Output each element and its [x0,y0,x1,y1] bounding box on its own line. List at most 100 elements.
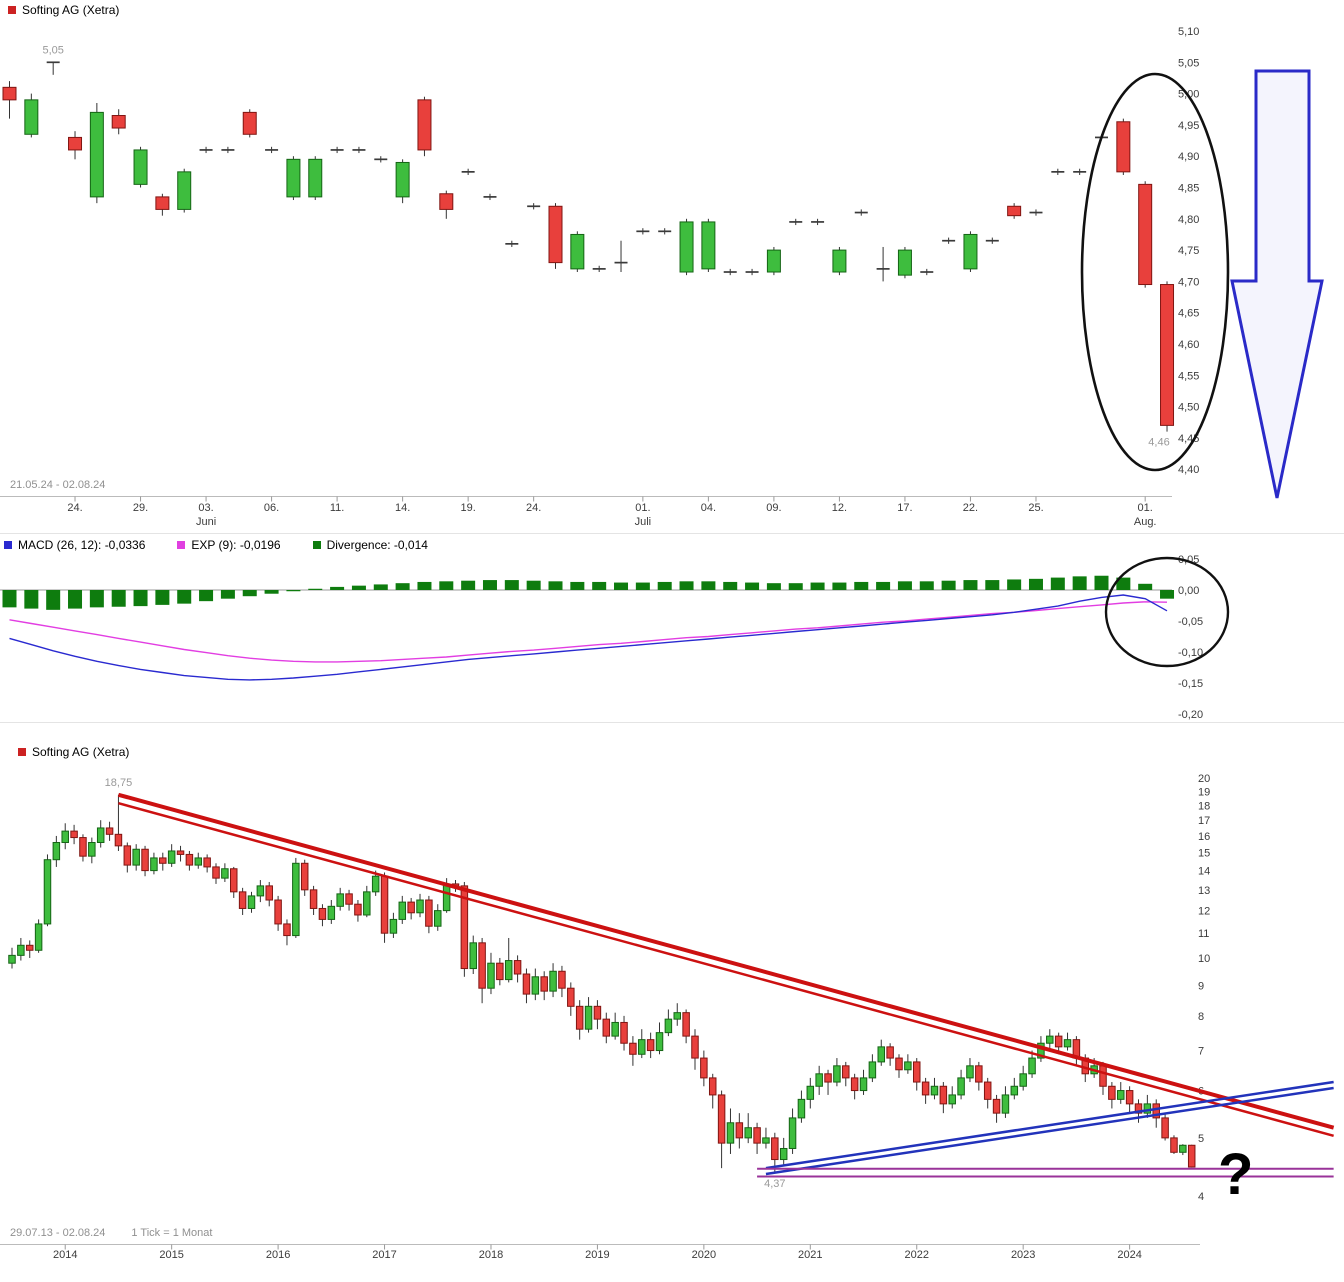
price-annotation: 18,75 [105,777,133,789]
price-axis-label: 4 [1198,1191,1204,1203]
candle-up [221,868,229,879]
candle-up [788,1117,797,1149]
price-axis-label: 11 [1198,928,1209,940]
year-axis-label: 2020 [692,1249,716,1261]
candle-down [114,833,123,847]
candle-down [735,1122,744,1139]
daily-chart: 5,105,055,004,954,904,854,804,754,704,65… [0,26,1324,528]
candle-up [336,893,344,907]
year-axis-label: 2022 [904,1249,928,1261]
year-axis-label: 2014 [53,1249,77,1261]
candle-down [575,1005,584,1030]
candle-up [877,1046,886,1063]
candle-down [1187,1144,1196,1168]
candle-up [762,1137,770,1144]
candle-up [395,161,410,198]
candle-up [89,111,104,198]
candle-down [921,1081,930,1096]
candle-down [141,848,149,872]
candle-down [230,868,238,893]
date-axis-label: 11. [330,502,344,514]
exp-legend-item: EXP (9): -0,0196 [177,538,281,552]
exp-legend-label: EXP (9): -0,0196 [191,538,281,552]
date-axis-label: 09. [766,502,781,514]
divergence-bar [439,581,454,590]
month-axis-label: Juni [196,516,216,528]
candle-down [111,115,126,129]
year-axis-label: 2015 [159,1249,183,1261]
candle-up [24,99,39,135]
price-axis-label: 4,70 [1178,276,1199,288]
price-axis-label: 4,95 [1178,120,1199,132]
candle-down [975,1065,983,1083]
candle-up [416,899,424,914]
candle-up [247,895,256,909]
candle-up [584,1005,593,1030]
date-axis-label: 06. [264,502,279,514]
candle-down [1116,121,1131,173]
candle-up [726,1122,735,1144]
divergence-bar [46,590,61,610]
candle-down [300,862,309,891]
divergence-bar [810,582,825,590]
candle-up [701,221,716,270]
macd-axis-label: -0,20 [1178,709,1203,721]
candle-up [570,233,585,270]
candle-down [417,99,432,151]
macd-color-icon [4,541,12,549]
price-axis-label: 13 [1198,885,1210,897]
candle-up [398,901,407,920]
candle-up [487,962,495,989]
macd-legend-item: MACD (26, 12): -0,0336 [4,538,145,552]
year-axis-label: 2018 [479,1249,503,1261]
price-axis-label: 4,50 [1178,402,1199,414]
candle-up [957,1077,965,1096]
candle-up [797,1098,806,1119]
candle-up [1019,1073,1027,1087]
candle-down [1134,1103,1143,1114]
divergence-bar [788,583,803,590]
date-axis-label: 29. [133,502,148,514]
candle-down [212,866,220,879]
price-axis-label: 5,10 [1178,26,1199,38]
candle-up [611,1021,619,1037]
candle-down [70,830,78,839]
candle-up [1028,1057,1036,1075]
candle-up [132,848,140,866]
divergence-bar [592,581,607,590]
candle-down [496,962,504,981]
divergence-bar [701,581,716,590]
candle-down [1007,205,1022,217]
candle-up [766,249,781,273]
series-color-icon [18,748,26,756]
candle-down [1138,183,1153,286]
candle-down [717,1094,726,1144]
divergence-bar [635,582,650,590]
candle-up [966,1065,974,1079]
divergence-bar [199,590,214,602]
candle-up [1143,1103,1152,1114]
candle-down [2,86,17,101]
candle-down [771,1137,779,1161]
candle-up [389,918,398,934]
divergence-bar [1072,576,1087,590]
divergence-bar [89,590,104,608]
daily-period-label: 21.05.24 - 02.08.24 [10,479,106,491]
date-axis-label: 04. [701,502,716,514]
candle-down [318,907,327,920]
candle-down [939,1085,948,1105]
candle-up [292,862,300,937]
candle-up [434,910,442,927]
candle-down [682,1012,690,1037]
candle-down [354,903,362,916]
divergence-bar [1050,577,1065,590]
date-axis-label: 03. [198,502,213,514]
candle-up [664,1018,673,1034]
price-axis-label: 9 [1198,980,1204,992]
divergence-bar [723,581,738,590]
divergence-bar [2,590,17,608]
candle-up [504,960,513,981]
candle-up [52,842,61,861]
year-axis-label: 2024 [1117,1249,1141,1261]
question-mark: ? [1218,1142,1254,1207]
